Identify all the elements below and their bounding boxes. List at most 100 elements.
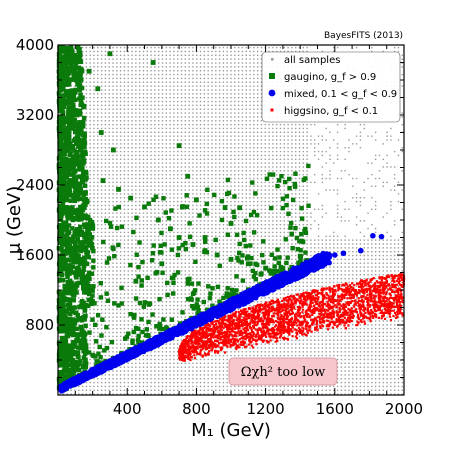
all-samples-point bbox=[211, 381, 213, 384]
all-samples-point bbox=[89, 54, 91, 57]
all-samples-point bbox=[127, 181, 129, 184]
all-samples-point bbox=[131, 200, 133, 203]
all-samples-point bbox=[169, 297, 171, 299]
all-samples-point bbox=[222, 170, 225, 172]
all-samples-point bbox=[256, 81, 259, 83]
all-samples-point bbox=[123, 247, 126, 249]
all-samples-point bbox=[142, 66, 145, 68]
all-samples-point bbox=[127, 258, 129, 261]
all-samples-point bbox=[260, 96, 263, 99]
all-samples-point bbox=[196, 327, 198, 330]
all-samples-point bbox=[188, 385, 190, 388]
all-samples-point bbox=[241, 354, 244, 357]
all-samples-point bbox=[222, 247, 225, 249]
all-samples-point bbox=[142, 366, 145, 368]
all-samples-point bbox=[230, 347, 232, 349]
all-samples-point bbox=[199, 62, 202, 64]
all-samples-point bbox=[180, 112, 183, 114]
all-samples-point bbox=[192, 50, 194, 53]
all-samples-point bbox=[89, 362, 91, 365]
all-samples-point bbox=[260, 154, 263, 157]
all-samples-point bbox=[211, 116, 213, 118]
all-samples-point bbox=[211, 143, 213, 145]
all-samples-point bbox=[180, 289, 183, 291]
all-samples-point bbox=[154, 381, 156, 384]
all-samples-point bbox=[241, 308, 244, 311]
all-samples-point bbox=[138, 393, 141, 395]
all-samples-point bbox=[192, 77, 194, 80]
all-samples-point bbox=[180, 66, 183, 68]
all-samples-point bbox=[245, 89, 247, 91]
all-samples-point bbox=[256, 173, 259, 176]
all-samples-point bbox=[264, 147, 266, 149]
all-samples-point bbox=[230, 312, 232, 314]
all-samples-point bbox=[256, 239, 259, 241]
all-samples-point bbox=[157, 378, 160, 380]
all-samples-point bbox=[154, 147, 156, 149]
all-samples-point bbox=[104, 354, 107, 357]
all-samples-point bbox=[207, 208, 209, 211]
all-samples-point bbox=[226, 81, 228, 83]
all-samples-point bbox=[142, 100, 145, 103]
all-samples-point bbox=[169, 312, 171, 314]
all-samples-point bbox=[218, 358, 221, 361]
all-samples-point bbox=[196, 58, 198, 60]
all-samples-point bbox=[104, 216, 107, 218]
all-samples-point bbox=[199, 270, 202, 272]
all-samples-point bbox=[123, 62, 126, 64]
all-samples-point bbox=[173, 127, 175, 130]
all-samples-point bbox=[226, 250, 228, 253]
all-samples-point bbox=[173, 93, 175, 95]
all-samples-point bbox=[169, 112, 171, 114]
all-samples-point bbox=[260, 85, 263, 87]
all-samples-point bbox=[180, 116, 183, 118]
all-samples-point bbox=[85, 112, 88, 114]
all-samples-point bbox=[218, 173, 221, 176]
all-samples-point bbox=[234, 108, 236, 110]
all-samples-point bbox=[215, 250, 217, 253]
all-samples-point bbox=[89, 50, 91, 53]
all-samples-point bbox=[108, 297, 110, 299]
all-samples-point bbox=[234, 154, 236, 157]
all-samples-point bbox=[260, 66, 263, 68]
all-samples-point bbox=[138, 166, 141, 168]
all-samples-point bbox=[100, 227, 103, 230]
all-samples-point bbox=[169, 77, 171, 80]
all-samples-point bbox=[226, 197, 228, 199]
all-samples-point bbox=[173, 73, 175, 76]
all-samples-point bbox=[256, 150, 259, 153]
all-samples-point bbox=[245, 274, 247, 276]
all-samples-point bbox=[226, 247, 228, 249]
all-samples-point bbox=[157, 354, 160, 357]
all-samples-point bbox=[100, 162, 103, 164]
all-samples-point bbox=[161, 312, 164, 314]
all-samples-point bbox=[97, 270, 99, 272]
all-samples-point bbox=[112, 197, 114, 199]
all-samples-point bbox=[123, 177, 126, 180]
all-samples-point bbox=[253, 266, 255, 268]
all-samples-point bbox=[146, 135, 148, 137]
all-samples-point bbox=[135, 81, 137, 83]
all-samples-point bbox=[112, 54, 114, 57]
all-samples-point bbox=[260, 354, 263, 357]
all-samples-point bbox=[218, 270, 221, 272]
all-samples-point bbox=[188, 289, 190, 291]
all-samples-point bbox=[146, 262, 148, 264]
all-samples-point bbox=[93, 100, 95, 103]
all-samples-point bbox=[97, 297, 99, 299]
all-samples-point bbox=[199, 185, 202, 187]
all-samples-point bbox=[177, 227, 179, 230]
all-samples-point bbox=[230, 70, 232, 72]
all-samples-point bbox=[169, 131, 171, 134]
all-samples-point bbox=[180, 250, 183, 253]
all-samples-point bbox=[237, 70, 240, 72]
all-samples-point bbox=[192, 258, 194, 261]
all-samples-point bbox=[237, 320, 240, 322]
all-samples-point bbox=[249, 285, 251, 288]
all-samples-point bbox=[150, 374, 152, 376]
all-samples-point bbox=[157, 116, 160, 118]
all-samples-point bbox=[222, 362, 225, 365]
all-samples-point bbox=[108, 231, 110, 234]
all-samples-point bbox=[192, 104, 194, 107]
all-samples-point bbox=[253, 147, 255, 149]
